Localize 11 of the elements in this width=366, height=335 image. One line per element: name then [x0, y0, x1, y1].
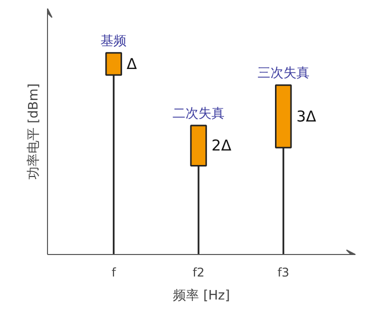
annotation: 3Δ: [296, 107, 317, 126]
text: 基频: [100, 34, 127, 49]
annotation: 二次失真: [172, 106, 225, 122]
x-tick-label: f3: [277, 266, 290, 280]
annotation: 三次失真: [257, 66, 310, 82]
x-tick-label: f: [112, 266, 117, 280]
y-axis-title: 功率电平 [dBm]: [26, 83, 42, 180]
annotation: Δ: [126, 54, 138, 73]
x-axis-title: 频率 [Hz]: [173, 288, 230, 304]
x-tick-label: f2: [192, 266, 204, 280]
annotation: 2Δ: [212, 136, 232, 155]
